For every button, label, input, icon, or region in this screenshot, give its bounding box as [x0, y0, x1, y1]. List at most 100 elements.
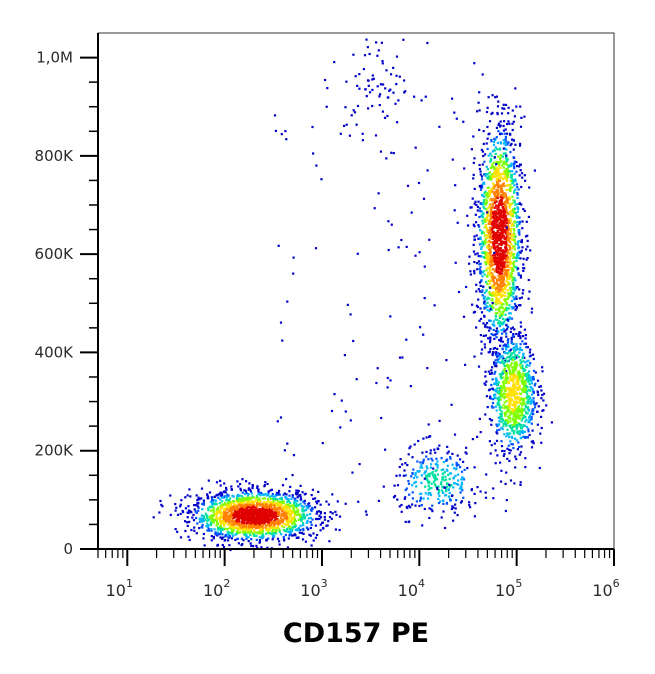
data-point	[507, 277, 510, 280]
data-point	[448, 483, 451, 486]
data-point	[505, 435, 508, 438]
data-point	[239, 514, 242, 517]
data-point	[218, 510, 221, 513]
data-point	[523, 391, 526, 394]
data-point	[516, 395, 519, 399]
data-point	[318, 514, 321, 517]
data-point	[254, 508, 257, 511]
data-point	[239, 517, 243, 520]
data-point	[336, 500, 339, 503]
data-point	[250, 538, 253, 541]
data-point	[216, 534, 219, 537]
data-point	[219, 484, 222, 487]
data-point	[484, 173, 487, 176]
data-point	[507, 408, 511, 412]
data-point	[488, 372, 492, 375]
data-point	[430, 457, 433, 460]
data-point	[497, 122, 501, 125]
data-point	[486, 267, 489, 270]
data-point	[487, 186, 490, 189]
data-point	[487, 272, 490, 275]
data-point	[521, 340, 524, 343]
data-point	[500, 426, 503, 429]
data-point	[437, 497, 440, 500]
data-point	[520, 407, 523, 410]
data-point	[486, 241, 489, 244]
data-point	[245, 505, 248, 508]
data-point	[492, 176, 495, 179]
data-point	[514, 437, 517, 440]
data-point	[179, 512, 182, 515]
data-point	[509, 257, 512, 260]
data-point	[497, 354, 500, 358]
data-point	[202, 499, 205, 502]
data-point	[506, 233, 509, 236]
data-point	[513, 349, 516, 352]
data-point	[499, 186, 502, 189]
data-point	[319, 512, 322, 515]
data-point	[282, 525, 285, 528]
data-point	[424, 492, 427, 495]
data-point	[272, 526, 276, 529]
data-point	[492, 306, 495, 309]
data-point	[512, 269, 515, 272]
data-point	[481, 271, 484, 274]
data-point	[473, 238, 476, 241]
data-point	[513, 394, 516, 397]
data-point	[496, 207, 499, 210]
data-point	[483, 307, 486, 310]
data-point	[485, 199, 488, 202]
data-point	[434, 475, 437, 478]
data-point	[491, 216, 494, 219]
data-point	[499, 193, 502, 197]
data-point	[503, 269, 506, 272]
data-point	[438, 490, 441, 493]
data-point	[501, 317, 505, 320]
data-point	[499, 376, 502, 379]
data-point	[507, 224, 510, 227]
data-point	[493, 260, 496, 263]
data-point	[272, 520, 275, 523]
data-point	[522, 372, 525, 375]
data-point	[289, 533, 292, 536]
data-point	[273, 114, 277, 117]
data-point	[490, 237, 493, 240]
data-point	[208, 491, 212, 494]
data-point	[241, 498, 244, 501]
data-point	[517, 188, 520, 191]
data-point	[426, 475, 429, 478]
data-point	[491, 221, 494, 224]
data-point	[505, 422, 508, 426]
data-point	[418, 251, 421, 254]
data-point	[516, 193, 519, 196]
data-point	[502, 362, 505, 365]
data-point	[448, 491, 451, 494]
data-point	[500, 249, 503, 252]
data-point	[285, 497, 288, 501]
data-point	[481, 222, 485, 225]
data-point	[494, 175, 497, 178]
data-point	[315, 512, 318, 515]
data-point	[273, 534, 276, 538]
data-point	[508, 169, 511, 173]
data-point	[231, 527, 234, 530]
data-point	[497, 168, 500, 171]
data-point	[478, 417, 481, 420]
data-point	[501, 359, 504, 362]
data-point	[289, 485, 292, 488]
data-point	[425, 455, 428, 458]
data-point	[505, 154, 508, 157]
data-point	[529, 377, 532, 380]
data-point	[518, 216, 521, 219]
data-point	[495, 160, 498, 164]
data-point	[451, 452, 454, 455]
data-point	[503, 371, 506, 374]
data-point	[447, 488, 450, 492]
data-point	[441, 491, 445, 494]
data-point	[509, 375, 512, 378]
data-point	[530, 376, 533, 379]
data-point	[310, 523, 313, 526]
data-point	[492, 280, 495, 283]
data-point	[482, 212, 485, 215]
data-point	[507, 297, 510, 300]
